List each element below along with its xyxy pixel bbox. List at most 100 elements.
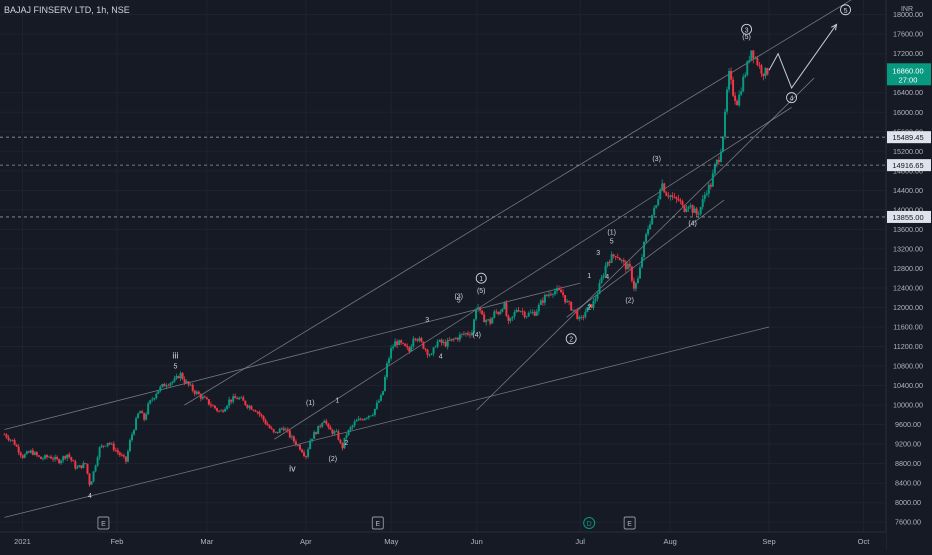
trend-line bbox=[274, 107, 792, 440]
candle-body bbox=[84, 463, 87, 464]
candle-body bbox=[420, 338, 423, 342]
candle-body bbox=[274, 431, 277, 433]
candle-body bbox=[464, 333, 467, 335]
candle-body bbox=[618, 257, 621, 261]
candle-body bbox=[612, 254, 615, 257]
candle-body bbox=[549, 294, 552, 296]
candle-body bbox=[27, 451, 30, 453]
candle-body bbox=[294, 441, 297, 445]
trend-line bbox=[4, 326, 770, 518]
candle-body bbox=[313, 432, 316, 439]
candle-body bbox=[220, 410, 223, 412]
candle-body bbox=[254, 410, 257, 412]
candle-body bbox=[651, 214, 654, 225]
wave-label: 2 bbox=[569, 337, 573, 344]
candle-body bbox=[349, 427, 352, 430]
candle-body bbox=[353, 421, 356, 426]
candle-body bbox=[721, 136, 724, 152]
wave-label: 5 bbox=[457, 298, 461, 305]
candle-body bbox=[181, 373, 184, 380]
candle-body bbox=[426, 349, 429, 355]
candle-body bbox=[713, 164, 716, 174]
price-line-tag-label: 13855.00 bbox=[892, 213, 923, 222]
candle-body bbox=[582, 316, 585, 318]
candle-body bbox=[422, 341, 425, 349]
candle-body bbox=[307, 449, 310, 457]
candle-body bbox=[604, 265, 607, 276]
candle-body bbox=[738, 94, 741, 106]
candle-body bbox=[56, 456, 59, 460]
candle-body bbox=[114, 450, 117, 451]
symbol-title[interactable]: BAJAJ FINSERV LTD, 1h, NSE bbox=[4, 5, 130, 15]
x-tick-label: Aug bbox=[663, 537, 676, 546]
candle-body bbox=[610, 254, 613, 263]
y-tick-label: 10000.00 bbox=[893, 401, 923, 410]
candle-body bbox=[171, 381, 174, 383]
candle-body bbox=[529, 312, 532, 314]
candle-body bbox=[580, 316, 583, 318]
candle-body bbox=[562, 292, 565, 296]
y-tick-label: 11200.00 bbox=[893, 342, 922, 351]
candle-body bbox=[568, 301, 571, 303]
candle-body bbox=[39, 456, 42, 459]
candle-body bbox=[647, 228, 650, 235]
candle-body bbox=[497, 312, 500, 315]
candle-body bbox=[436, 341, 439, 347]
candle-body bbox=[699, 207, 702, 214]
candle-body bbox=[151, 399, 154, 401]
candle-body bbox=[543, 294, 546, 303]
candle-body bbox=[167, 385, 170, 387]
y-tick-label: 10800.00 bbox=[893, 362, 923, 371]
dividend-marker bbox=[583, 517, 596, 529]
candle-body bbox=[301, 449, 304, 453]
candle-body bbox=[337, 431, 340, 440]
candle-body bbox=[414, 338, 417, 340]
candle-body bbox=[473, 319, 476, 333]
candle-body bbox=[343, 437, 346, 449]
y-tick-label: 7600.00 bbox=[895, 518, 921, 527]
wave-label: (2) bbox=[329, 456, 338, 463]
candle-body bbox=[169, 382, 172, 386]
candle-body bbox=[396, 341, 399, 346]
candle-body bbox=[238, 397, 241, 400]
wave-label: 5 bbox=[610, 239, 614, 246]
candle-body bbox=[626, 263, 629, 270]
last-price-tag bbox=[887, 63, 931, 86]
candle-body bbox=[489, 319, 492, 324]
candle-body bbox=[752, 50, 755, 59]
candle-body bbox=[756, 57, 759, 66]
candle-body bbox=[141, 411, 144, 414]
candle-body bbox=[228, 399, 231, 406]
candle-body bbox=[177, 376, 180, 379]
x-tick-label: 2021 bbox=[14, 537, 31, 546]
candle-body bbox=[564, 295, 567, 303]
candle-body bbox=[323, 420, 326, 423]
candle-body bbox=[280, 428, 283, 430]
candle-body bbox=[183, 379, 186, 384]
candle-body bbox=[723, 111, 726, 137]
candle-body bbox=[108, 442, 111, 444]
candle-body bbox=[430, 353, 433, 355]
candle-body bbox=[531, 312, 534, 313]
candle-body bbox=[311, 438, 314, 441]
candle-body bbox=[72, 460, 75, 462]
candle-body bbox=[179, 373, 182, 379]
candle-body bbox=[266, 423, 269, 426]
wave-label: (1) bbox=[306, 400, 315, 407]
candle-body bbox=[185, 381, 188, 384]
candle-body bbox=[671, 195, 674, 197]
candle-body bbox=[406, 346, 409, 348]
candle-body bbox=[7, 437, 10, 440]
wave-label: 5 bbox=[173, 363, 177, 370]
y-tick-label: 12000.00 bbox=[893, 303, 923, 312]
candle-body bbox=[232, 396, 235, 402]
candle-body bbox=[187, 381, 190, 385]
x-tick-label: Sep bbox=[762, 537, 775, 546]
candle-body bbox=[357, 418, 360, 421]
candle-body bbox=[292, 436, 295, 442]
candle-body bbox=[673, 196, 676, 198]
candle-body bbox=[748, 60, 751, 62]
candle-body bbox=[592, 300, 595, 308]
